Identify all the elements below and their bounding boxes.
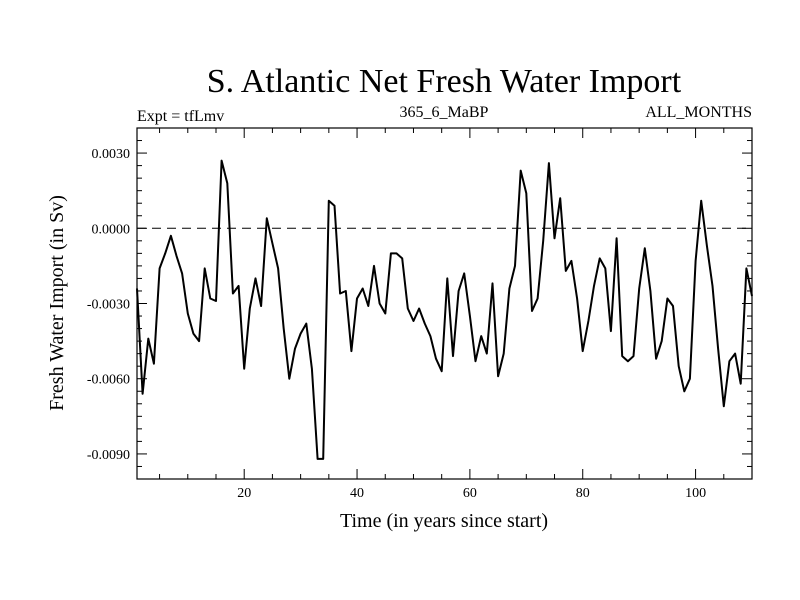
x-tick-label: 100 (685, 486, 706, 501)
run-label: 365_6_MaBP (400, 104, 489, 121)
x-tick-label: 40 (350, 486, 364, 501)
experiment-label: Expt = tfLmv (137, 108, 224, 125)
y-tick-label: 0.0000 (92, 222, 131, 237)
data-line (136, 159, 753, 460)
x-tick-label: 20 (237, 486, 251, 501)
months-label: ALL_MONTHS (645, 104, 752, 121)
x-tick-label: 60 (463, 486, 477, 501)
chart-title: S. Atlantic Net Fresh Water Import (207, 63, 682, 100)
tick-labels: 20 40 60 80 100 0.0030 0.0000 -0.0030 -0.0060 -0.… (87, 147, 706, 501)
y-tick-label: -0.0030 (87, 298, 130, 313)
axis-ticks (137, 127, 753, 480)
y-tick-label: -0.0060 (87, 373, 130, 388)
y-tick-label: 0.0030 (92, 147, 131, 162)
plot-frame (136, 127, 753, 480)
y-axis-label: Fresh Water Import (in Sv) (46, 195, 68, 411)
y-tick-label: -0.0090 (87, 448, 130, 463)
x-tick-label: 80 (576, 486, 590, 501)
x-axis-label: Time (in years since start) (340, 510, 548, 532)
